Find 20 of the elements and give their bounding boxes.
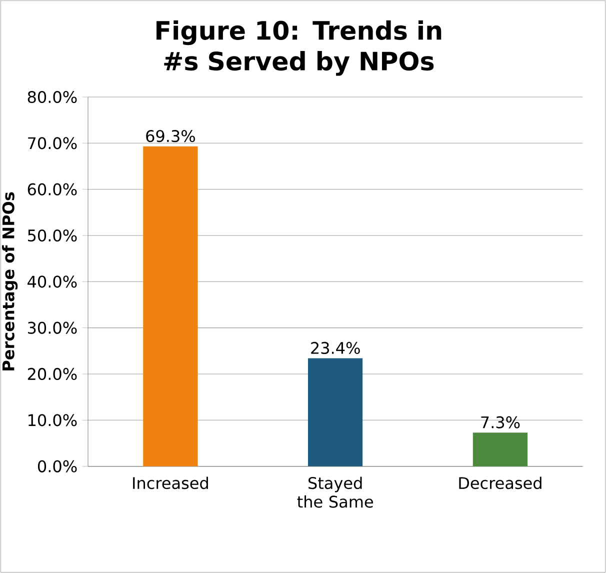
bar: [308, 358, 363, 466]
y-tick-label: 60.0%: [28, 183, 77, 196]
bar: [143, 146, 198, 466]
y-tick-label: 30.0%: [28, 322, 77, 334]
data-label: 7.3%: [481, 416, 520, 428]
chart-title: Figure 10: Trends in #s Served by NPOs: [156, 20, 442, 76]
y-tick-label: 0.0%: [38, 460, 77, 472]
data-label: 23.4%: [311, 342, 360, 354]
y-tick-label: 10.0%: [28, 414, 77, 426]
y-tick-label: 40.0%: [28, 276, 77, 288]
y-tick-label: 80.0%: [28, 90, 77, 104]
y-tick-label: 50.0%: [28, 229, 77, 242]
y-tick-label: 70.0%: [28, 137, 77, 150]
bar: [472, 432, 528, 466]
x-tick-label: Stayed the Same: [297, 476, 373, 508]
y-tick-label: 20.0%: [28, 368, 77, 380]
x-tick-label: Increased: [133, 476, 208, 490]
data-label: 69.3%: [146, 130, 195, 142]
x-tick-label: Decreased: [459, 476, 542, 490]
y-axis-title: Percentage of NPOs: [2, 192, 18, 370]
